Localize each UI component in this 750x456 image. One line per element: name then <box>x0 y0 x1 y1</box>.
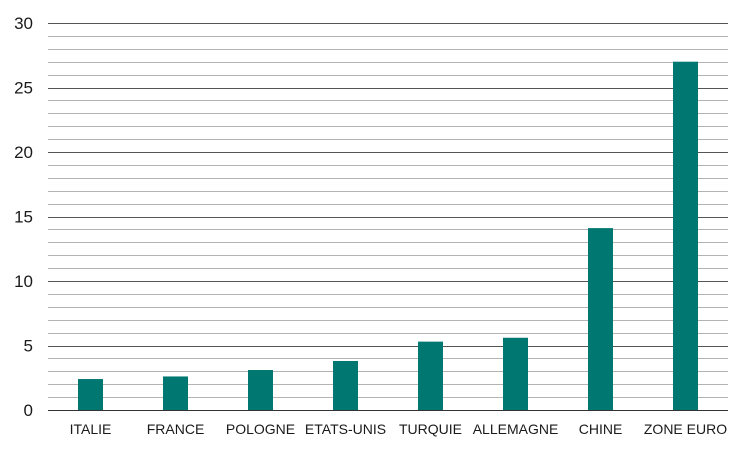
bar <box>333 360 358 410</box>
y-tick-label: 30 <box>14 14 33 33</box>
y-tick-label: 20 <box>14 143 33 162</box>
bar <box>503 337 528 410</box>
x-tick-label: CHINE <box>579 421 623 437</box>
bar <box>588 228 613 410</box>
x-tick-label: ITALIE <box>70 421 112 437</box>
x-tick-label: ALLEMAGNE <box>473 421 559 437</box>
bar <box>673 61 698 410</box>
y-tick-label: 10 <box>14 272 33 291</box>
y-tick-label: 0 <box>24 401 33 420</box>
bars <box>78 61 698 410</box>
x-tick-label: ETATS-UNIS <box>305 421 386 437</box>
x-tick-label: FRANCE <box>147 421 205 437</box>
y-tick-label: 25 <box>14 79 33 98</box>
grid <box>48 23 728 398</box>
bar <box>248 370 273 410</box>
bar <box>418 341 443 410</box>
bar <box>163 376 188 410</box>
y-axis: 0 5 10 15 20 25 30 <box>14 14 33 420</box>
x-tick-label: ZONE EURO <box>644 421 727 437</box>
bar <box>78 379 103 410</box>
x-axis: ITALIE FRANCE POLOGNE ETATS-UNIS TURQUIE ALLE… <box>70 421 728 437</box>
y-tick-label: 5 <box>24 337 33 356</box>
x-tick-label: TURQUIE <box>399 421 462 437</box>
y-tick-label: 15 <box>14 208 33 227</box>
x-tick-label: POLOGNE <box>226 421 295 437</box>
